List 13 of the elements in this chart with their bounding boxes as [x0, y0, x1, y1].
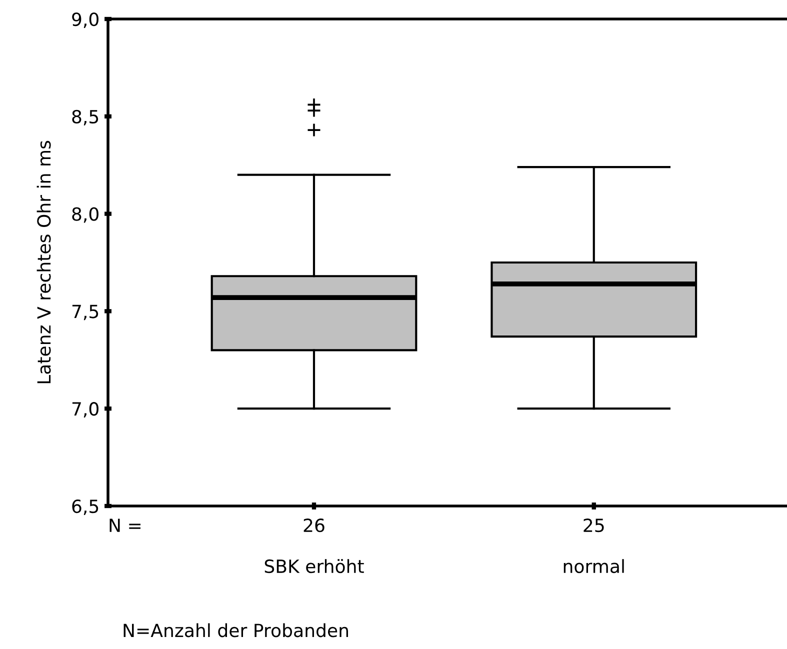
x-tick-label: normal [564, 559, 624, 574]
y-tick-label: 7,0 [72, 402, 98, 418]
y-axis-title: Latenz V rechtes Ohr in ms [36, 140, 51, 384]
text: N=Anzahl der Probanden [124, 623, 348, 638]
y-tick-label: 9,0 [72, 12, 98, 28]
annotation: 26 [304, 518, 324, 532]
text: N = [110, 518, 140, 532]
y-tick-label: 6,5 [72, 499, 98, 515]
y-tick-label: 8,0 [72, 207, 98, 223]
annotation: 25 [584, 518, 604, 532]
x-tick-label: SBK erhöht [264, 559, 364, 574]
y-tick-label: 7,5 [72, 304, 98, 320]
y-tick-label: 8,5 [72, 110, 98, 126]
